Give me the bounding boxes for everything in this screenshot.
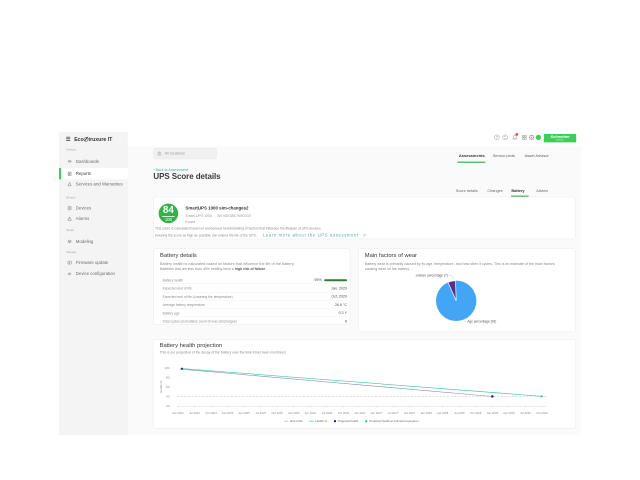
svg-text:Age percentage (93): Age percentage (93) (467, 319, 496, 323)
svg-text:20: 20 (166, 404, 170, 408)
svg-text:Oct 2025: Oct 2025 (272, 411, 284, 415)
svg-text:Apr 2027: Apr 2027 (371, 411, 383, 415)
svg-text:Jul 2026: Jul 2026 (322, 411, 333, 415)
svg-text:Apr 2029: Apr 2029 (503, 411, 515, 415)
svg-text:Jan 2027: Jan 2027 (354, 411, 366, 415)
svg-text:Apr 2024: Apr 2024 (172, 411, 184, 415)
svg-text:Oct 2027: Oct 2027 (404, 411, 416, 415)
svg-text:Apr 2028: Apr 2028 (437, 411, 449, 415)
svg-text:100: 100 (164, 366, 169, 370)
svg-text:Jan 2029: Jan 2029 (487, 411, 499, 415)
svg-text:80: 80 (166, 376, 170, 380)
svg-text:Oct 2028: Oct 2028 (470, 411, 482, 415)
svg-text:Oct 2026: Oct 2026 (338, 411, 350, 415)
svg-text:Apr 2026: Apr 2026 (305, 411, 317, 415)
svg-text:Temperature percentage (7): Temperature percentage (7) (416, 273, 448, 277)
svg-text:Jul 2025: Jul 2025 (255, 411, 266, 415)
svg-text:Jan 2028: Jan 2028 (420, 411, 432, 415)
svg-text:Health %: Health % (159, 380, 163, 393)
svg-text:Jul 2029: Jul 2029 (520, 411, 531, 415)
svg-text:60: 60 (166, 385, 170, 389)
svg-text:Oct 2029: Oct 2029 (536, 411, 548, 415)
svg-text:Apr 2025: Apr 2025 (238, 411, 250, 415)
svg-text:Jul 2028: Jul 2028 (454, 411, 465, 415)
svg-text:Oct 2024: Oct 2024 (205, 411, 217, 415)
svg-text:40: 40 (166, 395, 170, 399)
svg-text:Jul 2024: Jul 2024 (189, 411, 200, 415)
svg-text:Jul 2027: Jul 2027 (388, 411, 399, 415)
svg-text:Jan 2025: Jan 2025 (222, 411, 234, 415)
svg-text:Jan 2026: Jan 2026 (288, 411, 300, 415)
